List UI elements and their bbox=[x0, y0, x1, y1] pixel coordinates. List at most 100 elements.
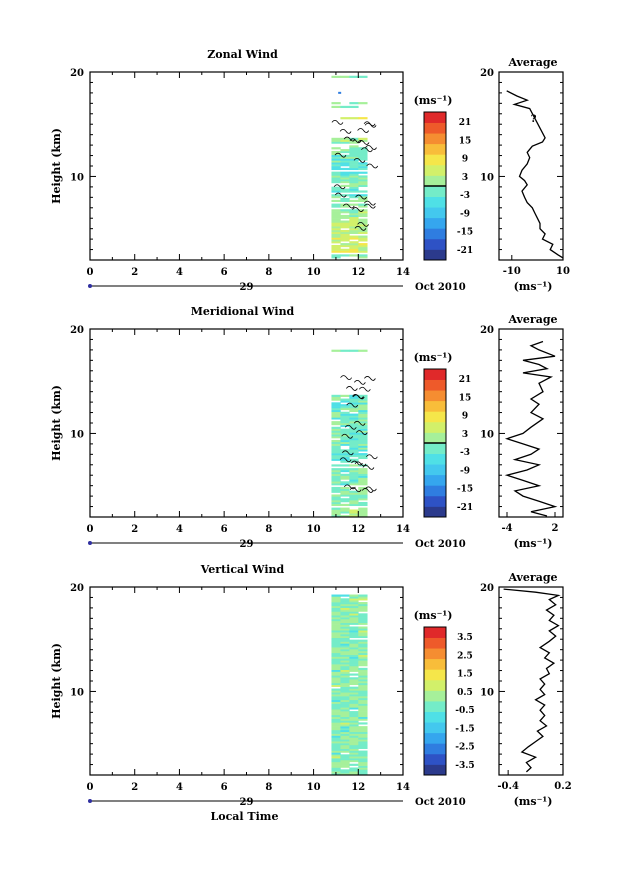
colorbar-swatch bbox=[424, 122, 446, 134]
heatmap-cell bbox=[331, 445, 341, 448]
heatmap-cell bbox=[331, 754, 341, 757]
heatmap-cell bbox=[349, 737, 359, 740]
heatmap-cell bbox=[331, 765, 341, 768]
heatmap-cell bbox=[349, 750, 359, 753]
heatmap-cell bbox=[340, 660, 350, 663]
heatmap-cell bbox=[331, 620, 341, 624]
heatmap-cell bbox=[358, 641, 368, 644]
heatmap-cell bbox=[358, 411, 368, 414]
heatmap-cell bbox=[358, 419, 368, 422]
heatmap-cell bbox=[340, 439, 350, 443]
heatmap-cell bbox=[349, 216, 359, 219]
heatmap-cell bbox=[331, 171, 341, 174]
heatmap-cell bbox=[349, 349, 359, 352]
heatmap-cell bbox=[349, 707, 359, 710]
heatmap-cell bbox=[358, 709, 368, 712]
colorbar-tick-label: -3.5 bbox=[455, 761, 474, 771]
heatmap-cell bbox=[349, 626, 359, 629]
heatmap-cell bbox=[331, 426, 341, 429]
heatmap-cell bbox=[340, 475, 350, 478]
heatmap-cell bbox=[349, 464, 359, 467]
heatmap-cell bbox=[331, 671, 341, 674]
heatmap-cell bbox=[349, 696, 359, 699]
heatmap-cell bbox=[358, 171, 368, 174]
heatmap-cell bbox=[331, 453, 341, 456]
average-profile-line bbox=[506, 90, 564, 259]
contour-line bbox=[366, 163, 379, 169]
heatmap-cell bbox=[340, 635, 350, 639]
heatmap-cell bbox=[331, 246, 341, 250]
heatmap-cell bbox=[340, 248, 350, 251]
heatmap-cell bbox=[358, 246, 368, 250]
colorbar-tick-label: 1.5 bbox=[457, 670, 473, 680]
heatmap-cell bbox=[331, 503, 341, 507]
x-tick-label: 4 bbox=[176, 267, 183, 278]
heatmap-cell bbox=[349, 224, 359, 227]
heatmap-cell bbox=[358, 149, 368, 152]
heatmap-cell bbox=[331, 233, 341, 236]
colorbar-swatch bbox=[424, 743, 446, 755]
colorbar-swatch bbox=[424, 711, 446, 723]
heatmap-cell bbox=[349, 609, 359, 612]
contour-line bbox=[354, 379, 366, 385]
heatmap-cell bbox=[340, 701, 350, 704]
heatmap-cell bbox=[349, 248, 359, 251]
heatmap-cell bbox=[358, 767, 368, 770]
heatmap-cell bbox=[340, 692, 350, 695]
heatmap-cell bbox=[331, 649, 341, 652]
heatmap-cell bbox=[331, 190, 341, 193]
heatmap-cell bbox=[358, 675, 368, 678]
heatmap-cell bbox=[349, 743, 359, 746]
x-tick-label: 10 bbox=[307, 267, 321, 278]
heatmap-cell bbox=[349, 453, 359, 456]
heatmap-cell bbox=[358, 699, 368, 702]
heatmap-cell bbox=[358, 190, 368, 193]
colorbar-swatch bbox=[424, 143, 446, 155]
heatmap-cell bbox=[331, 735, 341, 738]
heatmap-cell bbox=[358, 256, 368, 259]
heatmap-cell bbox=[340, 605, 350, 608]
heatmap-cell bbox=[358, 349, 368, 352]
colorbar-swatch bbox=[424, 495, 446, 507]
heatmap-cell bbox=[358, 645, 368, 648]
average-profile-line bbox=[503, 588, 561, 773]
heatmap-cell bbox=[340, 650, 350, 654]
heatmap-cell bbox=[349, 643, 359, 646]
heatmap-cell bbox=[349, 213, 359, 216]
heatmap-cell bbox=[358, 218, 368, 221]
heatmap-cell bbox=[358, 250, 368, 253]
heatmap-cell bbox=[331, 464, 341, 467]
heatmap-cell bbox=[340, 229, 350, 233]
heatmap-cell bbox=[340, 654, 350, 657]
heatmap-cell bbox=[340, 509, 350, 512]
heatmap-cell bbox=[340, 436, 350, 439]
heatmap-cell bbox=[331, 737, 341, 740]
heatmap-cell bbox=[349, 498, 359, 501]
heatmap-cell bbox=[358, 626, 368, 629]
colorbar-swatch bbox=[424, 669, 446, 681]
heatmap-cell bbox=[340, 443, 350, 446]
heatmap-cell bbox=[358, 154, 368, 157]
heatmap-cell bbox=[340, 688, 350, 691]
heatmap-cell bbox=[358, 75, 368, 78]
colorbar-swatch bbox=[424, 112, 446, 123]
heatmap-cell bbox=[358, 692, 368, 695]
heatmap-cell bbox=[358, 664, 368, 667]
heatmap-cell bbox=[340, 177, 350, 180]
heatmap-cell bbox=[349, 639, 359, 642]
contour-line bbox=[366, 454, 378, 460]
x-tick-label: 4 bbox=[176, 782, 183, 793]
heatmap-cell bbox=[340, 430, 350, 433]
heatmap-cell bbox=[349, 398, 359, 401]
heatmap-cell bbox=[358, 496, 368, 499]
heatmap-cell bbox=[349, 763, 359, 766]
heatmap-cell bbox=[349, 231, 359, 234]
heatmap-cell bbox=[340, 758, 350, 761]
colorbar-tick-label: -21 bbox=[457, 503, 473, 513]
colorbar-tick-label: 15 bbox=[459, 393, 472, 403]
heatmap-cell bbox=[358, 211, 368, 214]
heatmap-cell bbox=[349, 758, 359, 761]
colorbar-tick-label: 0.5 bbox=[457, 688, 473, 698]
heatmap-cell bbox=[331, 486, 341, 490]
heatmap-cell bbox=[358, 454, 368, 458]
